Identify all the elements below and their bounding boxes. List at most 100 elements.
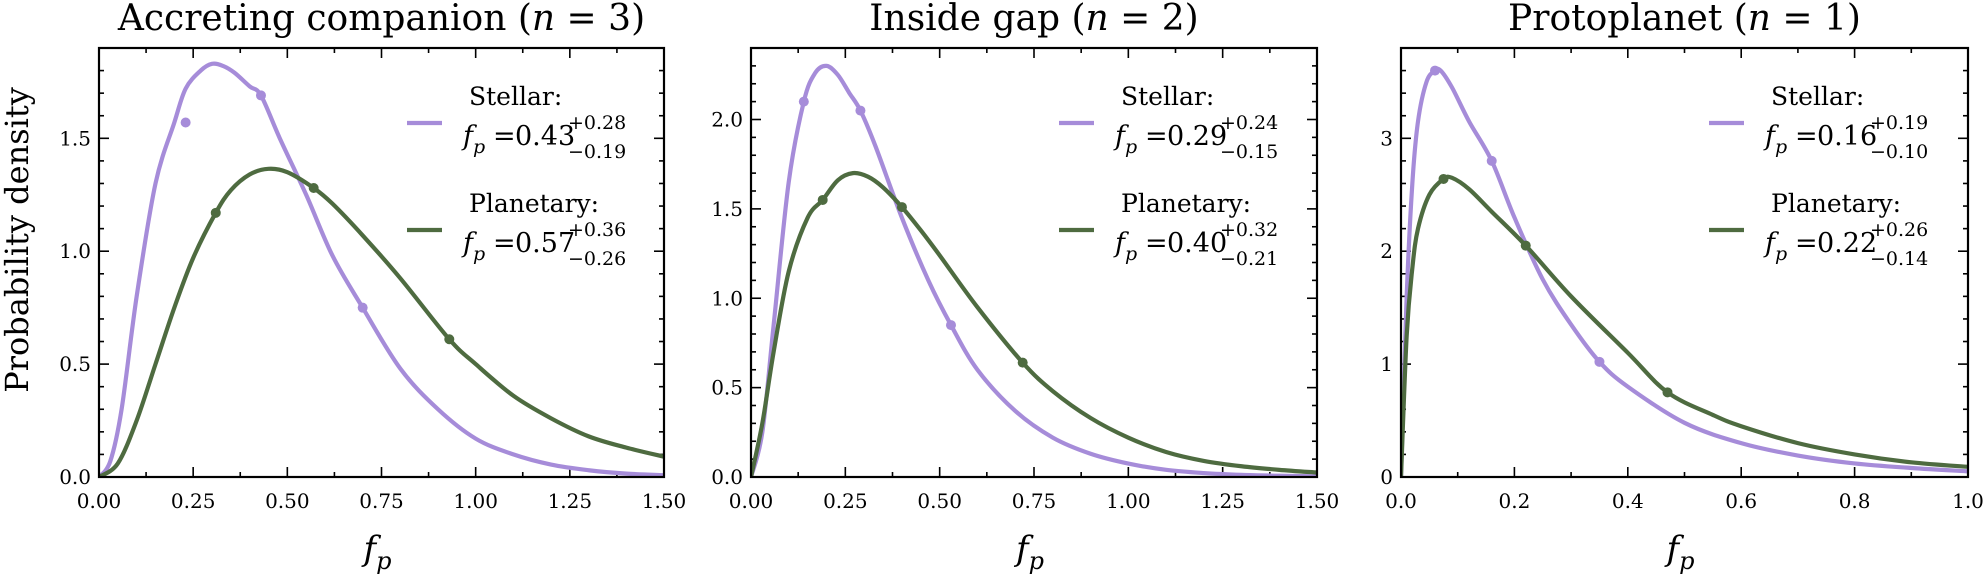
quantile-marker-stellar [1486,155,1497,166]
quantile-marker-stellar [855,105,866,116]
x-axis-label: fp [361,529,392,574]
y-axis-label: Probability density [0,87,36,393]
legend-equals: = [493,228,516,259]
panels: Accreting companion (n = 3)0.00 0.25 0.50 0… [59,0,1984,574]
x-axis-label-sub: p [1679,547,1694,574]
y-tick-label: 1.5 [59,126,91,150]
x-tick-label: 0.75 [1012,489,1057,513]
x-tick-label: 0.6 [1725,489,1757,513]
x-tick-label: 1.25 [548,489,593,513]
legend-lower-error: −0.19 [568,141,626,163]
quantile-marker-stellar [798,96,809,107]
quantile-marker-planetary [817,194,828,205]
x-tick-label: 0.00 [77,489,122,513]
legend-label-stellar: Stellar: [1771,82,1864,111]
x-tick-label: 0.25 [823,489,868,513]
x-tick-label: 0.00 [729,489,774,513]
legend-median-planetary: 0.40 [1167,228,1227,259]
plot-frame [749,46,1319,479]
x-tick-label: 1.00 [453,489,498,513]
quantile-marker-stellar [945,320,956,331]
quantile-marker-stellar [180,117,191,128]
x-axis-label-sub: p [376,547,391,574]
legend-label-stellar: Stellar: [469,82,562,111]
quantile-marker-planetary [1438,173,1449,184]
y-tick-label: 2 [1380,239,1393,263]
legend-f-sub: p [1125,136,1137,158]
y-tick-label: 0 [1380,465,1393,489]
chart-title-value: = 1) [1771,0,1861,39]
legend-equals: = [1795,228,1818,259]
legend-upper-error: +0.26 [1870,219,1928,241]
x-tick-label: 0.8 [1839,489,1871,513]
quantile-marker-stellar [1430,65,1441,76]
chart-title-text: Accreting companion ( [117,0,532,39]
x-tick-label: 1.00 [1106,489,1151,513]
chart-title-n: n [532,0,555,39]
quantile-marker-planetary [444,334,455,345]
quantile-marker-stellar [357,302,368,313]
legend-median-stellar: 0.16 [1817,121,1877,152]
chart-title-text: Protoplanet ( [1508,0,1748,39]
legend-lower-error: −0.14 [1870,248,1928,270]
chart-title: Accreting companion (n = 3) [117,0,645,39]
chart-title: Inside gap (n = 2) [869,0,1198,39]
chart-panel-1: Accreting companion (n = 3) 0.00 0.25 0.50 0… [59,0,686,574]
x-axis-label: fp [1664,529,1695,574]
y-tick-label: 3 [1380,126,1393,150]
x-tick-label: 1.50 [642,489,687,513]
quantile-marker-stellar [255,90,266,101]
legend-lower-error: −0.15 [1220,141,1278,163]
y-tick-label: 1 [1380,352,1393,376]
legend-label-stellar: Stellar: [1121,82,1214,111]
legend-f-sub: p [1775,243,1787,265]
y-tick-label: 0.5 [59,352,91,376]
legend-lower-error: −0.26 [568,248,626,270]
legend-median-planetary: 0.22 [1817,228,1877,259]
x-tick-label: 1.0 [1952,489,1984,513]
legend-f-symbol: fp [461,228,485,265]
quantile-marker-planetary [308,182,319,193]
legend-lower-error: −0.10 [1870,141,1928,163]
y-tick-label: 0.5 [711,376,743,400]
quantile-marker-planetary [210,207,221,218]
legend-f-symbol: fp [1113,121,1137,158]
legend-f-sub: p [1775,136,1787,158]
x-tick-label: 0.50 [265,489,310,513]
y-tick-label: 0.0 [711,465,743,489]
chart-title-n: n [1086,0,1109,39]
legend-f-symbol: fp [1113,228,1137,265]
chart-panel-3: Protoplanet (n = 1) 0.0 0.2 0.4 0.6 0.8 1.0 0 1 2… [1380,0,1984,574]
legend-equals: = [493,121,516,152]
quantile-marker-planetary [1520,240,1531,251]
x-tick-label: 0.25 [171,489,216,513]
legend-f-symbol: fp [461,121,485,158]
quantile-marker-planetary [1662,387,1673,398]
x-tick-label: 0.2 [1498,489,1530,513]
legend-equals: = [1145,121,1168,152]
legend-f-sub: p [473,243,485,265]
legend-upper-error: +0.19 [1870,112,1928,134]
chart-title-value: = 3) [555,0,645,39]
legend-label-planetary: Planetary: [469,189,599,218]
x-tick-label: 1.50 [1295,489,1340,513]
legend-f-sub: p [473,136,485,158]
legend-lower-error: −0.21 [1220,248,1278,270]
x-tick-label: 0.4 [1612,489,1644,513]
legend-median-stellar: 0.43 [515,121,575,152]
x-tick-label: 0.0 [1385,489,1417,513]
legend-equals: = [1795,121,1818,152]
legend-median-stellar: 0.29 [1167,121,1227,152]
legend-equals: = [1145,228,1168,259]
x-axis-label: fp [1013,529,1044,574]
quantile-marker-stellar [1594,356,1605,367]
legend-upper-error: +0.36 [568,219,626,241]
x-tick-label: 0.50 [917,489,962,513]
legend-label-planetary: Planetary: [1771,189,1901,218]
quantile-marker-planetary [896,202,907,213]
chart-title: Protoplanet (n = 1) [1508,0,1861,39]
legend-f-symbol: fp [1763,121,1787,158]
y-tick-label: 0.0 [59,465,91,489]
